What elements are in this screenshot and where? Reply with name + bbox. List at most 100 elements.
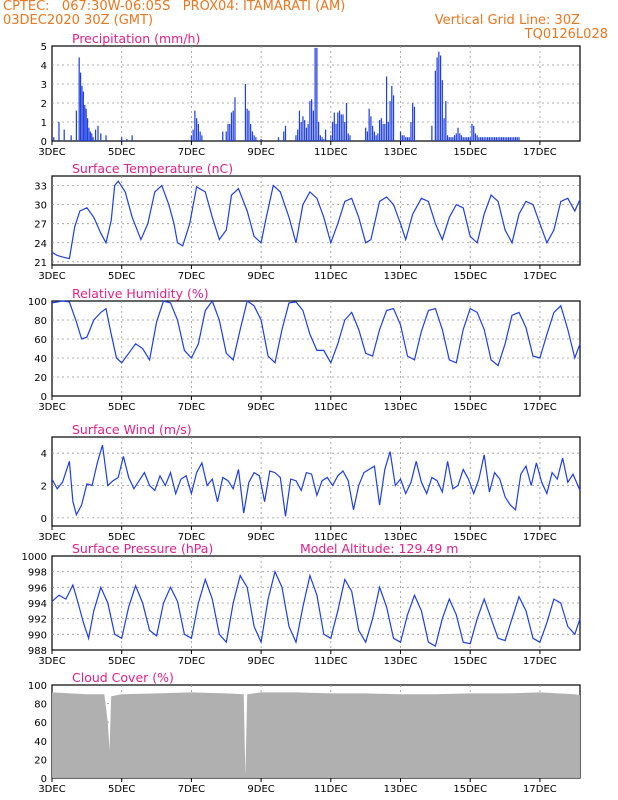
surface-temperature-nc-xtick-label: 3DEC <box>38 271 65 282</box>
precipitation-mm-h-bar <box>338 110 341 141</box>
precipitation-mm-h-bar <box>91 133 93 141</box>
precipitation-mm-h-ytick-label: 1 <box>41 118 47 129</box>
surface-temperature-nc-xtick-label: 11DEC <box>314 271 348 282</box>
surface-pressure-hpa-xtick-label: 17DEC <box>523 656 557 667</box>
precipitation-mm-h-bar <box>196 118 198 141</box>
relative-humidity-xtick-label: 5DEC <box>108 402 135 413</box>
precipitation-mm-h-xtick-label: 17DEC <box>523 147 557 158</box>
surface-temperature-nc-xtick-label: 15DEC <box>453 271 487 282</box>
precipitation-mm-h-bar <box>373 131 375 141</box>
precipitation-mm-h-bar <box>229 123 231 141</box>
relative-humidity-ytick-label: 20 <box>34 373 47 384</box>
precipitation-mm-h-xtick-label: 5DEC <box>108 147 135 158</box>
precipitation-mm-h-bar <box>88 127 90 141</box>
precipitation-mm-h-bar <box>345 103 348 141</box>
precipitation-mm-h-bar <box>342 114 344 141</box>
precipitation-mm-h-bar <box>298 110 301 141</box>
precipitation-mm-h-bar <box>446 135 449 141</box>
precipitation-mm-h-ytick-label: 4 <box>41 61 47 72</box>
precipitation-mm-h-bar <box>227 123 229 141</box>
surface-pressure-hpa-xtick-label: 9DEC <box>247 656 274 667</box>
header-date: 03DEC2020 30Z (GMT) <box>3 13 154 28</box>
surface-pressure-hpa-annotation: Model Altitude: 129.49 m <box>300 541 458 556</box>
precipitation-mm-h-bar <box>58 122 60 141</box>
precipitation-mm-h-bar <box>89 131 91 141</box>
precipitation-mm-h-bar <box>487 137 489 141</box>
precipitation-mm-h-bar <box>340 114 342 141</box>
surface-temperature-nc-title: Surface Temperature (nC) <box>72 161 233 176</box>
precipitation-mm-h-bar <box>319 135 321 141</box>
surface-temperature-nc-xtick-label: 17DEC <box>523 271 557 282</box>
precipitation-mm-h-bar <box>492 137 494 141</box>
surface-pressure-hpa-ytick-label: 990 <box>28 630 47 641</box>
surface-temperature-nc-xtick-label: 13DEC <box>384 271 418 282</box>
surface-pressure-hpa-xtick-label: 13DEC <box>384 656 418 667</box>
precipitation-mm-h-bar <box>199 131 201 141</box>
precipitation-mm-h-bar <box>452 137 454 141</box>
surface-wind-m-s-xtick-label: 7DEC <box>178 532 205 543</box>
surface-wind-m-s-title: Surface Wind (m/s) <box>72 422 192 437</box>
precipitation-mm-h-bar <box>344 122 346 141</box>
precipitation-mm-h-bar <box>478 137 480 141</box>
relative-humidity-xtick-label: 13DEC <box>384 402 418 413</box>
precipitation-mm-h-bar <box>460 135 463 141</box>
precipitation-mm-h-bar <box>389 101 391 141</box>
cloud-cover-xtick-label: 11DEC <box>314 784 348 795</box>
precipitation-mm-h-bar <box>499 137 501 141</box>
precipitation-mm-h-bar <box>443 118 445 141</box>
precipitation-mm-h-bar <box>448 137 450 141</box>
precipitation-mm-h-bar <box>365 127 367 141</box>
precipitation-mm-h-bar <box>244 84 247 141</box>
precipitation-mm-h-bar <box>197 123 199 141</box>
precipitation-mm-h-bar <box>385 76 388 141</box>
precipitation-mm-h-bar <box>284 125 287 141</box>
precipitation-mm-h-bar <box>494 137 496 141</box>
precipitation-mm-h-bar <box>309 101 311 141</box>
precipitation-mm-h-bar <box>253 135 255 141</box>
precipitation-mm-h-bar <box>450 137 452 141</box>
surface-pressure-hpa-title: Surface Pressure (hPa) <box>72 541 213 556</box>
surface-pressure-hpa-xtick-label: 15DEC <box>453 656 487 667</box>
precipitation-mm-h-bar <box>314 47 316 141</box>
precipitation-mm-h-bar <box>304 120 306 141</box>
precipitation-mm-h-bar <box>368 108 370 141</box>
precipitation-mm-h-bar <box>331 122 334 141</box>
precipitation-mm-h-bar <box>500 137 503 141</box>
precipitation-mm-h-bar <box>405 137 407 141</box>
precipitation-mm-h-bar <box>78 57 80 141</box>
surface-temperature-nc-ytick-label: 33 <box>34 182 47 193</box>
precipitation-mm-h-bar <box>305 127 308 141</box>
precipitation-mm-h-xtick-label: 13DEC <box>384 147 418 158</box>
precipitation-mm-h-bar <box>495 137 497 141</box>
precipitation-mm-h-bar <box>277 137 280 141</box>
precipitation-mm-h-bar <box>387 122 389 141</box>
relative-humidity-ytick-label: 80 <box>34 316 47 327</box>
precipitation-mm-h-bar <box>248 110 250 141</box>
precipitation-mm-h-bar <box>514 137 517 141</box>
surface-temperature-nc-ytick-label: 30 <box>34 201 47 212</box>
precipitation-mm-h-bar <box>70 135 72 141</box>
surface-temperature-nc-xtick-label: 9DEC <box>247 271 274 282</box>
precipitation-mm-h-bar <box>63 129 65 141</box>
relative-humidity-ytick-label: 60 <box>34 335 47 346</box>
relative-humidity-series-line <box>51 299 581 367</box>
surface-wind-m-s-xtick-label: 11DEC <box>314 532 348 543</box>
precipitation-mm-h-bar <box>469 137 471 141</box>
precipitation-mm-h-bar <box>459 133 461 141</box>
precipitation-mm-h-bar <box>349 135 351 141</box>
precipitation-mm-h-bar <box>513 137 515 141</box>
precipitation-mm-h-bar <box>246 108 248 141</box>
precipitation-mm-h-bar <box>201 135 203 141</box>
surface-pressure-hpa-ytick-label: 998 <box>28 568 47 579</box>
relative-humidity-xtick-label: 11DEC <box>314 402 348 413</box>
precipitation-mm-h-bar <box>455 133 457 141</box>
surface-temperature-nc-series-line <box>51 180 581 260</box>
precipitation-mm-h-bar <box>372 125 374 141</box>
surface-pressure-hpa-xtick-label: 11DEC <box>314 656 348 667</box>
precipitation-mm-h-bar <box>86 118 89 141</box>
precipitation-mm-h-bar <box>462 137 464 141</box>
surface-temperature-nc-frame <box>51 175 581 266</box>
precipitation-mm-h-xtick-label: 15DEC <box>453 147 487 158</box>
precipitation-mm-h-bar <box>300 122 302 141</box>
precipitation-mm-h-bar <box>464 137 466 141</box>
